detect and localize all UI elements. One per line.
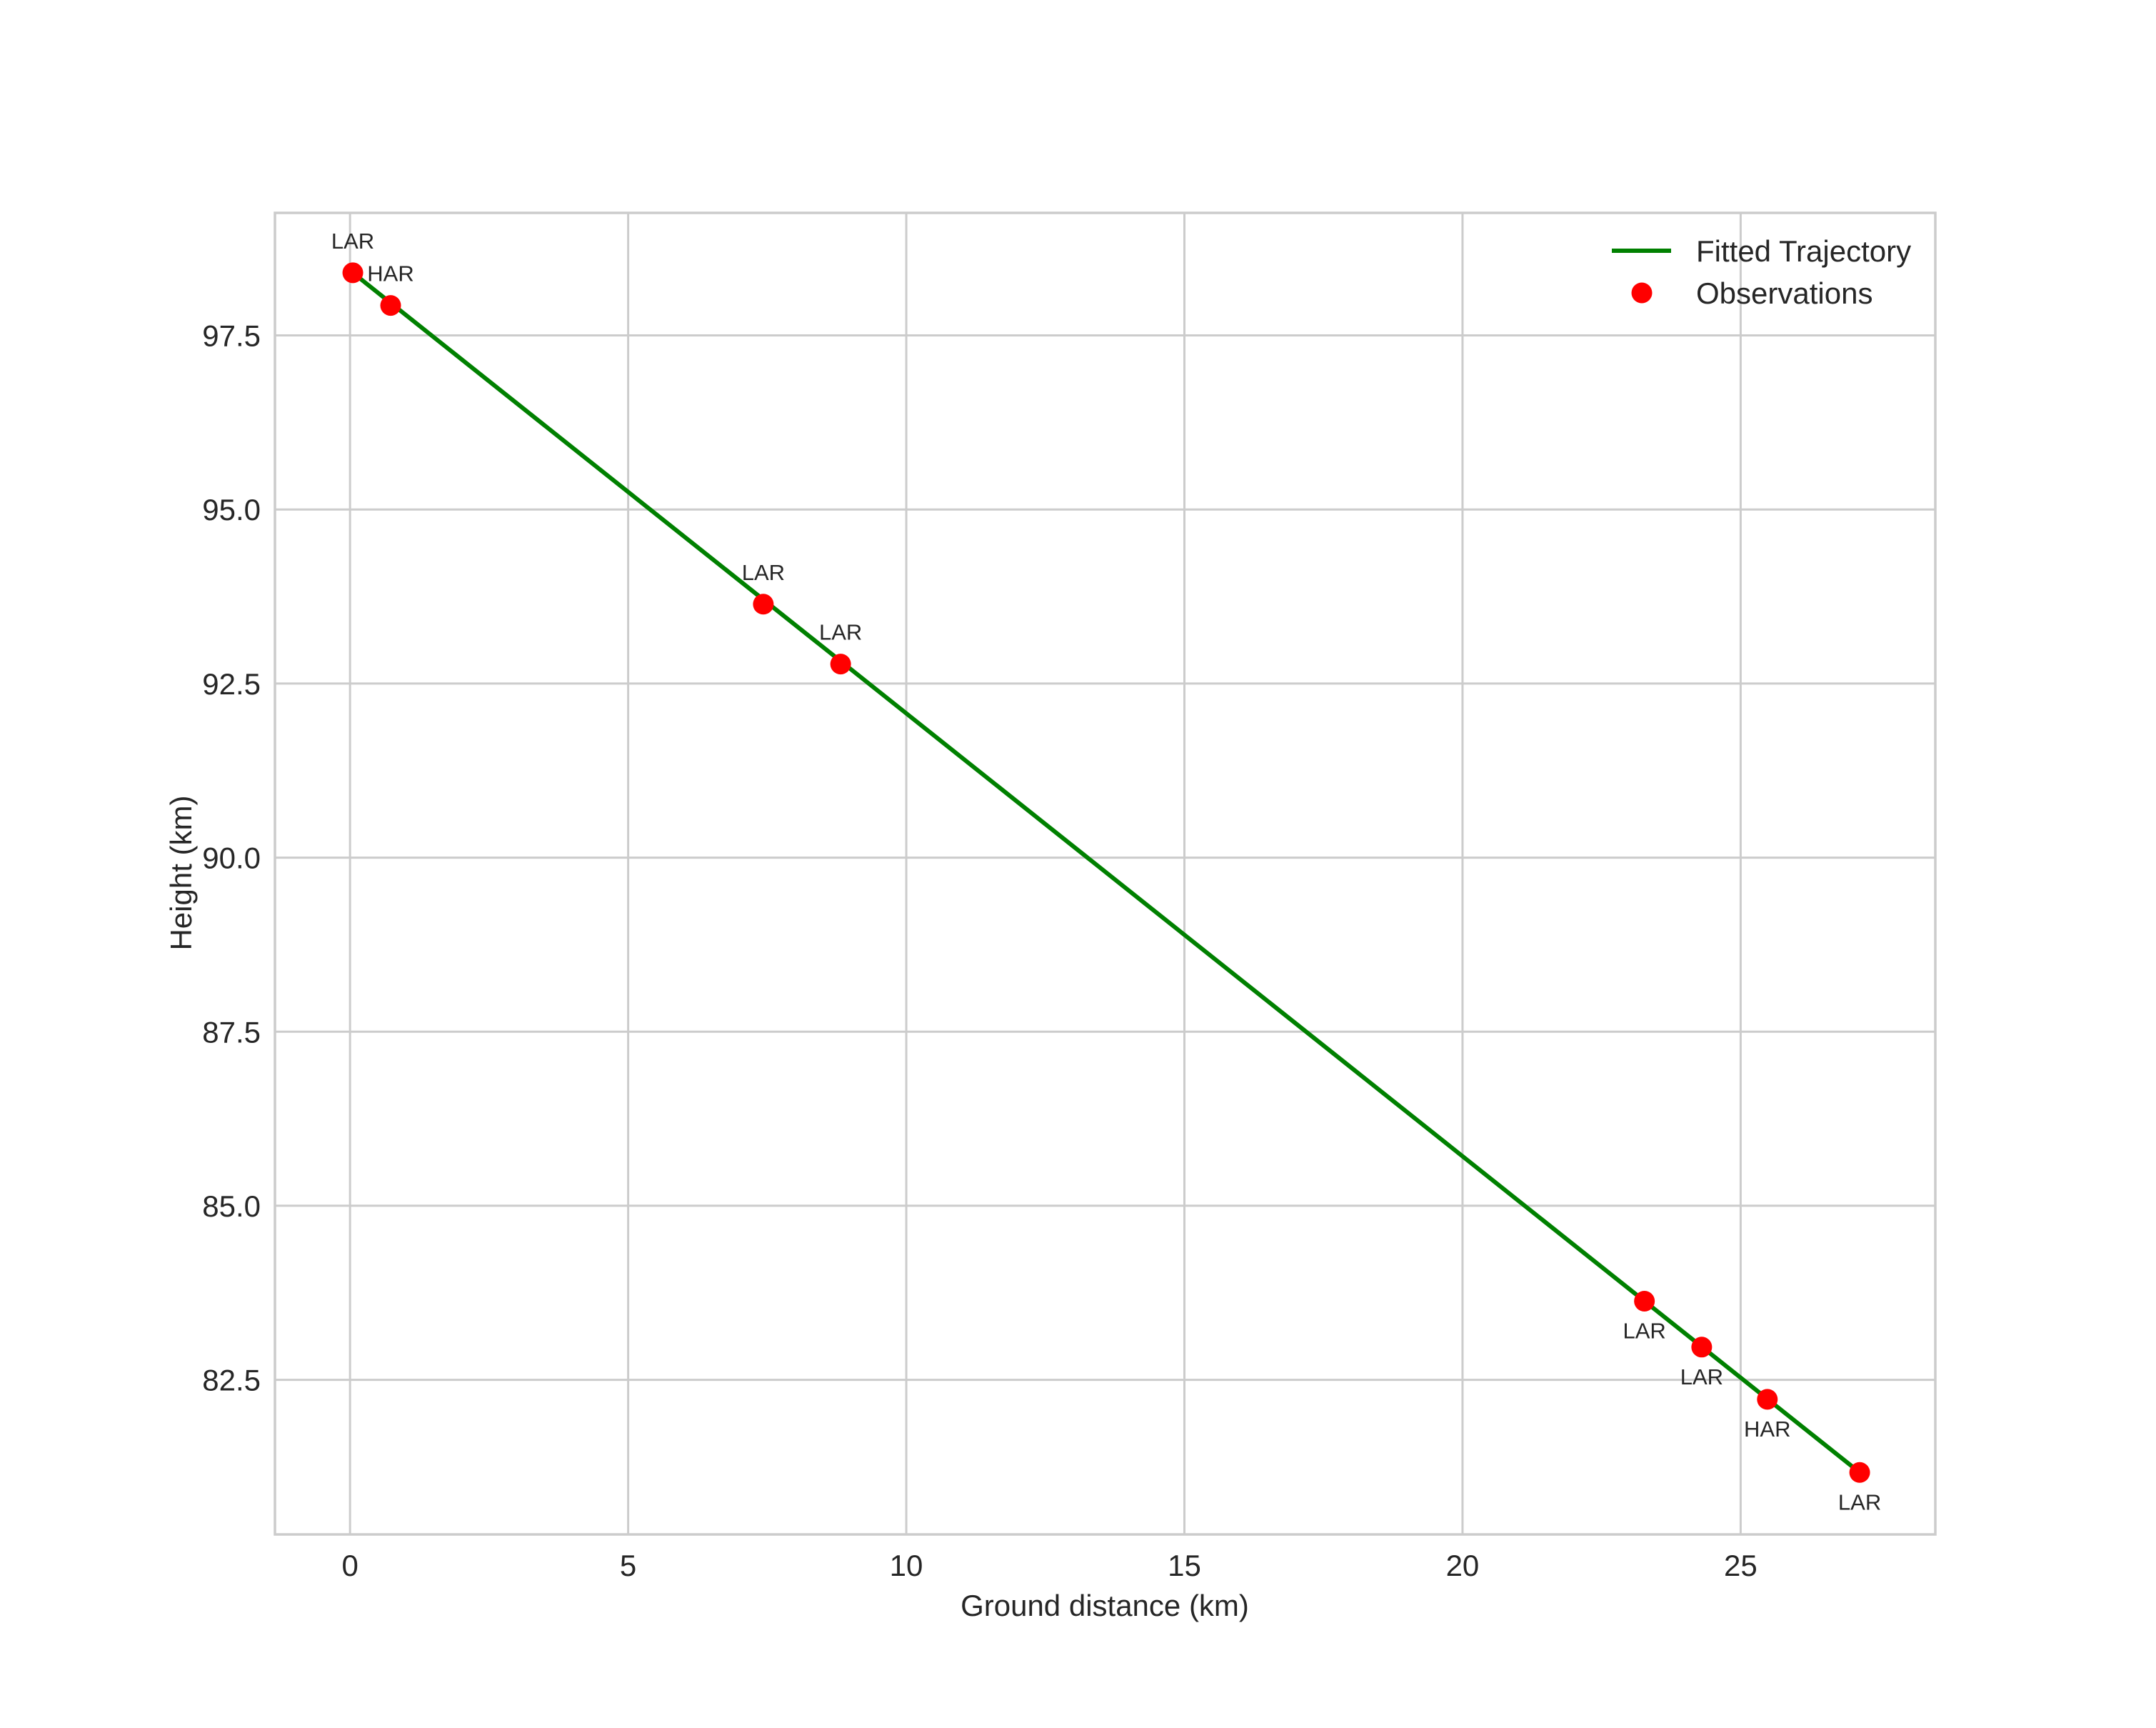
point-annotations: LAR HAR LAR LAR LAR LAR HAR LAR xyxy=(331,229,1881,1514)
legend-label-observations: Observations xyxy=(1696,276,1872,310)
x-tick-label: 20 xyxy=(1446,1549,1480,1582)
station-label: LAR xyxy=(331,229,374,254)
x-tick-label: 10 xyxy=(890,1549,923,1582)
legend-label-fitted-trajectory: Fitted Trajectory xyxy=(1696,234,1911,268)
station-label: LAR xyxy=(1838,1489,1881,1514)
y-tick-label: 97.5 xyxy=(202,319,261,353)
y-tick-label: 90.0 xyxy=(202,841,261,875)
station-label: LAR xyxy=(742,560,785,585)
station-label: LAR xyxy=(1680,1364,1723,1389)
observation-points xyxy=(342,262,1870,1483)
observation-point xyxy=(1691,1337,1713,1358)
y-axis-label: Height (km) xyxy=(164,795,198,950)
x-tick-label: 5 xyxy=(620,1549,636,1582)
x-axis-label: Ground distance (km) xyxy=(961,1589,1249,1622)
x-gridlines xyxy=(349,213,1742,1534)
observation-point xyxy=(830,654,851,675)
observation-point xyxy=(753,594,774,615)
y-tick-label: 92.5 xyxy=(202,667,261,701)
y-tick-label: 95.0 xyxy=(202,493,261,526)
legend-item-fitted-trajectory: Fitted Trajectory xyxy=(1612,234,1911,268)
station-label: LAR xyxy=(819,620,862,645)
station-label: LAR xyxy=(1623,1318,1665,1343)
x-tick-label: 25 xyxy=(1724,1549,1758,1582)
legend-dot-icon xyxy=(1631,282,1653,304)
x-tick-labels: 0 5 10 15 20 25 xyxy=(341,1549,1757,1582)
legend: Fitted Trajectory Observations xyxy=(1612,234,1911,310)
observation-point xyxy=(1634,1290,1655,1312)
y-tick-labels: 82.5 85.0 87.5 90.0 92.5 95.0 97.5 xyxy=(202,319,261,1397)
observation-point xyxy=(380,295,401,316)
x-tick-label: 0 xyxy=(341,1549,358,1582)
fitted-trajectory-line xyxy=(351,271,1861,1474)
y-gridlines xyxy=(275,334,1935,1382)
y-tick-label: 85.0 xyxy=(202,1189,261,1223)
y-tick-label: 87.5 xyxy=(202,1015,261,1049)
plot-area: LAR HAR LAR LAR LAR LAR HAR LAR xyxy=(274,211,1937,1536)
observation-point xyxy=(1849,1462,1870,1483)
x-tick-label: 15 xyxy=(1168,1549,1201,1582)
observation-point xyxy=(1757,1389,1778,1410)
trajectory-line xyxy=(351,271,1861,1474)
station-label: HAR xyxy=(367,261,413,286)
legend-item-observations: Observations xyxy=(1631,276,1872,310)
station-label: HAR xyxy=(1744,1417,1790,1442)
observation-point xyxy=(342,262,363,284)
axes-frame xyxy=(274,211,1937,1536)
y-tick-label: 82.5 xyxy=(202,1364,261,1397)
